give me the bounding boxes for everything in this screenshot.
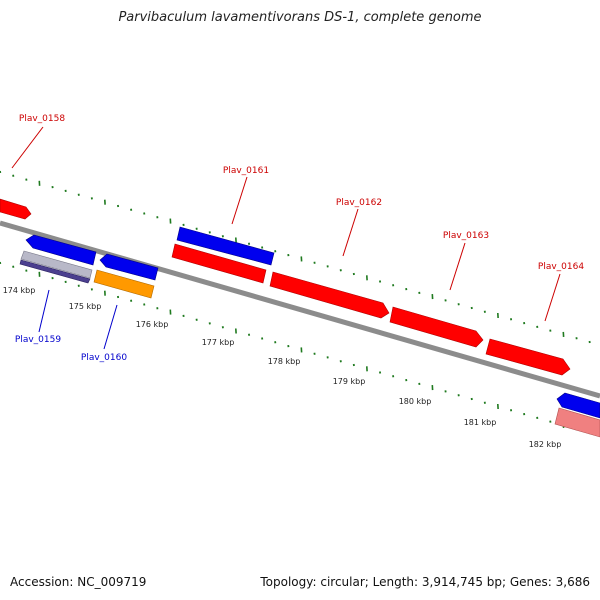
gene-blue-upper-arrow[interactable] <box>176 226 275 266</box>
genome-title: Parvibaculum lavamentivorans DS-1, compl… <box>118 10 482 25</box>
scale-label-178: 178 kbp <box>268 357 301 366</box>
scale-label-174: 174 kbp <box>3 286 36 295</box>
gene-plav-0162-arrow[interactable] <box>269 271 390 319</box>
gene-plav-0159-arrow[interactable] <box>25 234 97 266</box>
tick-layer <box>0 170 591 435</box>
gene-purple-feature[interactable] <box>19 259 91 284</box>
scale-label-176: 176 kbp <box>136 320 169 329</box>
label-plav-0164[interactable]: Plav_0164 <box>538 262 584 272</box>
scale-label-177: 177 kbp <box>202 338 235 347</box>
gene-plav-0161-arrow[interactable] <box>171 243 267 284</box>
label-plav-0162[interactable]: Plav_0162 <box>336 198 382 208</box>
pointer-plav-0158 <box>11 126 44 169</box>
pointer-plav-0159 <box>38 289 50 333</box>
pointer-plav-0162 <box>342 208 359 257</box>
label-plav-0161[interactable]: Plav_0161 <box>223 166 269 176</box>
label-plav-0159[interactable]: Plav_0159 <box>15 335 61 345</box>
label-plav-0160[interactable]: Plav_0160 <box>81 353 127 363</box>
accession-text: Accession: NC_009719 <box>10 575 147 589</box>
scale-label-182: 182 kbp <box>529 440 562 449</box>
label-plav-0158[interactable]: Plav_0158 <box>19 114 65 124</box>
backbone-line <box>0 220 600 399</box>
gene-gray-feature[interactable] <box>20 250 93 279</box>
scale-label-181: 181 kbp <box>464 418 497 427</box>
gene-orange-feature[interactable] <box>93 269 155 299</box>
scale-label-179: 179 kbp <box>333 377 366 386</box>
label-plav-0163[interactable]: Plav_0163 <box>443 231 489 241</box>
scale-label-180: 180 kbp <box>399 397 432 406</box>
genome-summary-text: Topology: circular; Length: 3,914,745 bp… <box>260 575 590 589</box>
gene-plav-0163-arrow[interactable] <box>389 306 484 348</box>
scale-label-175: 175 kbp <box>69 302 102 311</box>
gene-plav-0160-arrow[interactable] <box>99 253 159 281</box>
pointer-plav-0161 <box>231 176 248 225</box>
gene-blue-edge-arrow[interactable] <box>556 392 600 419</box>
gene-pink-feature[interactable] <box>554 407 600 438</box>
pointer-plav-0163 <box>449 242 466 291</box>
pointer-plav-0160 <box>103 304 118 350</box>
gene-plav-0164-arrow[interactable] <box>485 338 571 376</box>
pointer-plav-0164 <box>544 273 561 322</box>
gene-plav-0158-arrow[interactable] <box>0 198 32 220</box>
